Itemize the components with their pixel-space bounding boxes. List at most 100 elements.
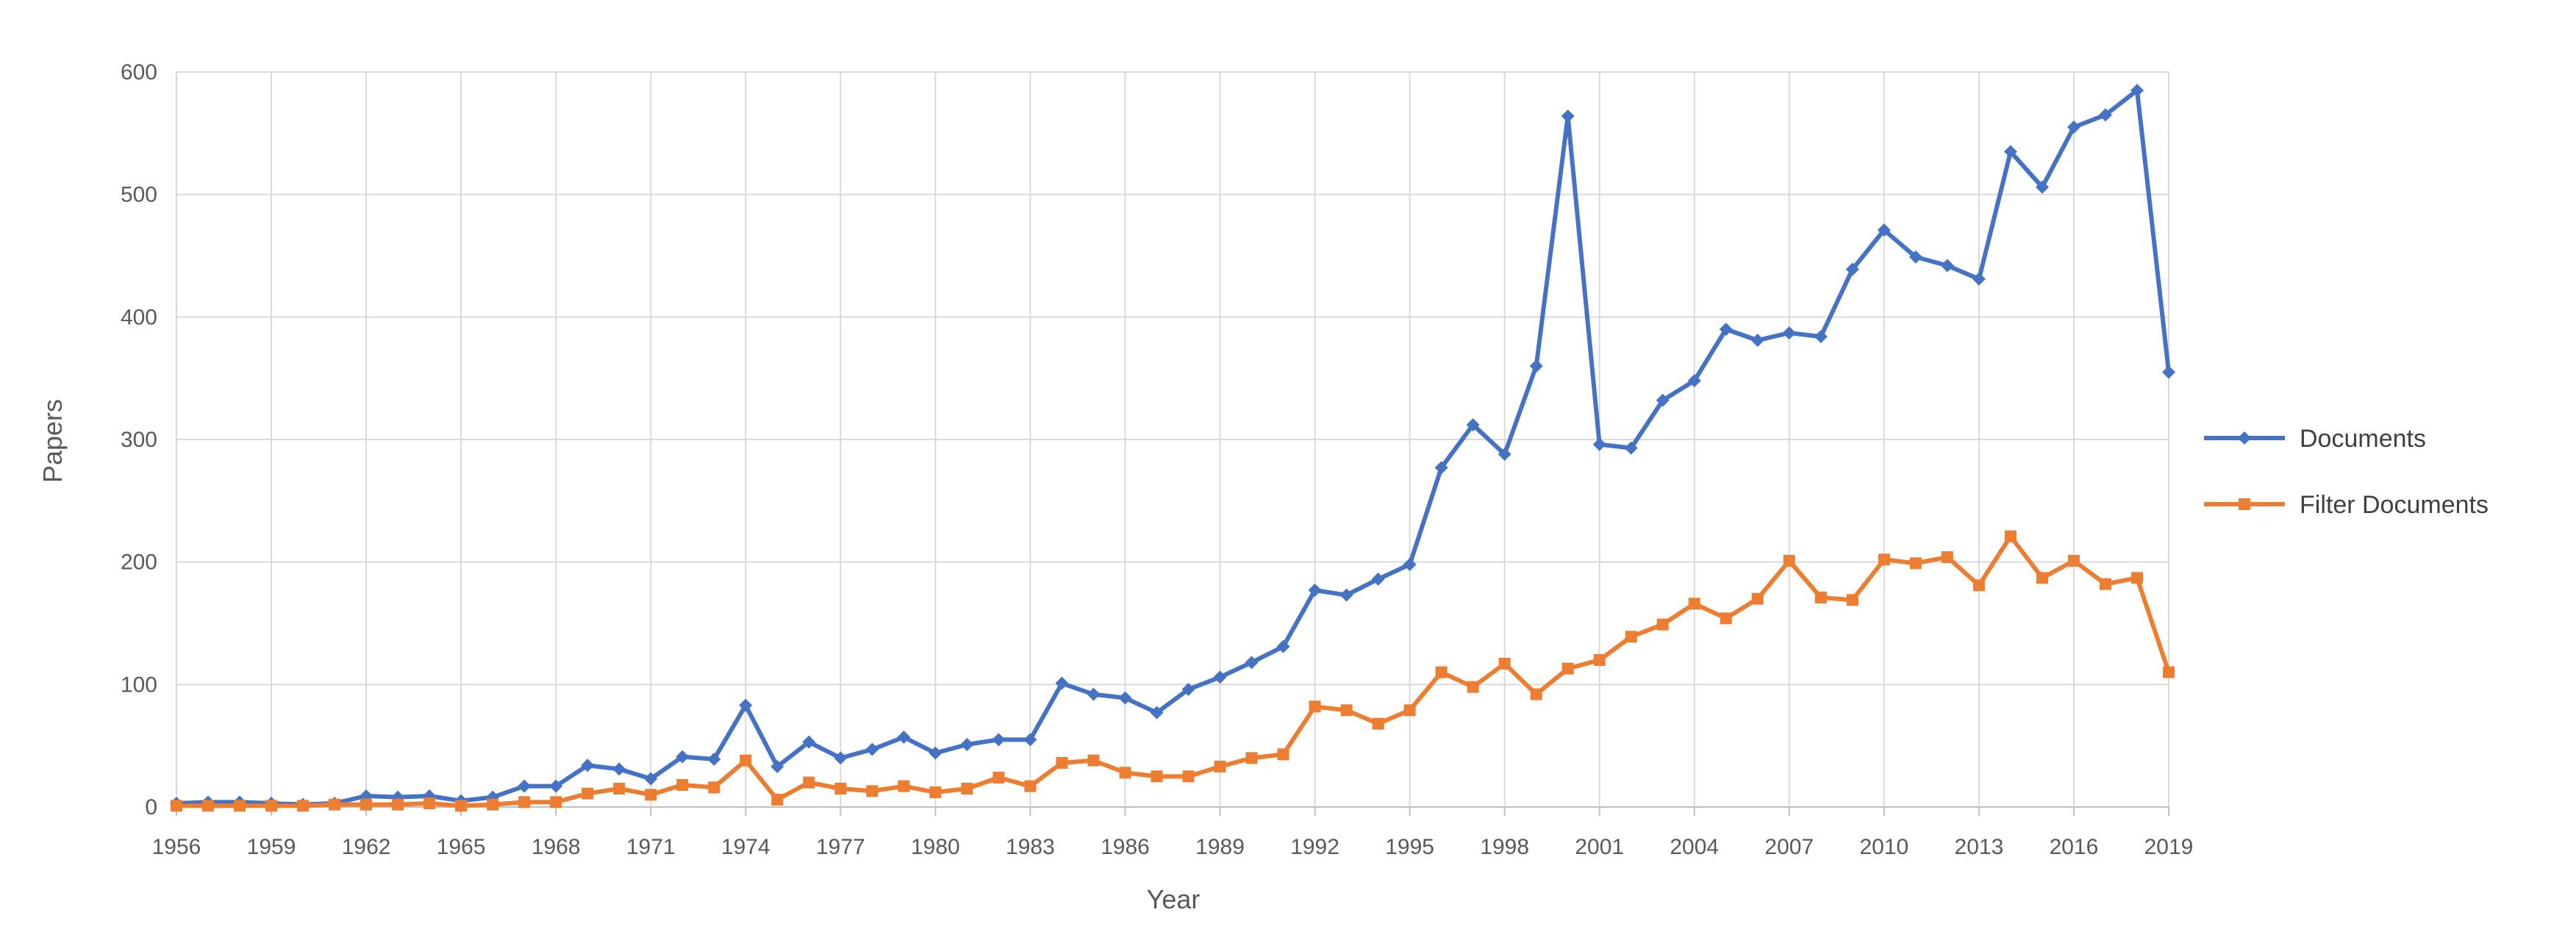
data-point bbox=[803, 776, 815, 789]
data-point bbox=[2130, 572, 2143, 584]
y-tick-label: 100 bbox=[121, 672, 157, 697]
data-point bbox=[1119, 767, 1131, 779]
data-point bbox=[1151, 770, 1163, 783]
data-point bbox=[2162, 365, 2175, 379]
x-tick-label: 2013 bbox=[1955, 835, 2004, 859]
data-point bbox=[2036, 572, 2048, 584]
data-point bbox=[1118, 691, 1132, 705]
data-point bbox=[898, 780, 910, 792]
data-point bbox=[992, 772, 1005, 783]
data-point bbox=[1023, 733, 1037, 747]
y-tick-label: 300 bbox=[121, 428, 157, 452]
data-point bbox=[770, 760, 784, 773]
x-tick-label: 1974 bbox=[721, 835, 770, 859]
y-tick-label: 200 bbox=[121, 550, 157, 575]
data-point bbox=[518, 779, 532, 793]
data-point bbox=[202, 800, 215, 812]
data-point bbox=[549, 779, 563, 793]
data-point bbox=[392, 798, 404, 811]
data-point bbox=[329, 798, 341, 811]
data-point bbox=[739, 698, 753, 712]
series-line bbox=[176, 534, 2171, 808]
data-point bbox=[866, 785, 879, 797]
x-tick-label: 1968 bbox=[532, 835, 581, 859]
data-point bbox=[2098, 108, 2112, 122]
data-point bbox=[992, 733, 1006, 747]
data-point bbox=[1561, 662, 1574, 675]
data-point bbox=[834, 751, 848, 765]
data-point bbox=[1340, 704, 1353, 717]
data-point bbox=[897, 731, 911, 744]
x-tick-label: 2007 bbox=[1764, 835, 1814, 859]
data-point bbox=[1719, 323, 1733, 336]
data-point bbox=[1055, 676, 1069, 690]
y-axis-ticks: 0 100 200 300 400 500 600 bbox=[121, 60, 157, 819]
data-point bbox=[1150, 706, 1164, 720]
y-tick-label: 0 bbox=[145, 795, 157, 819]
data-point bbox=[582, 787, 594, 800]
data-point bbox=[1276, 639, 1290, 653]
data-point bbox=[1783, 555, 1795, 567]
x-tick-label: 2019 bbox=[2144, 835, 2194, 859]
data-point bbox=[676, 750, 690, 764]
data-point bbox=[802, 735, 816, 749]
legend-item: Documents bbox=[2204, 425, 2426, 453]
data-point bbox=[2003, 145, 2017, 159]
x-tick-label: 1986 bbox=[1101, 835, 1150, 859]
data-point bbox=[1372, 717, 1384, 730]
series-group bbox=[170, 84, 2175, 812]
data-point bbox=[771, 794, 784, 806]
y-tick-label: 500 bbox=[121, 183, 157, 207]
data-point bbox=[1625, 631, 1637, 643]
x-tick-label: 1977 bbox=[816, 835, 865, 859]
data-point bbox=[1751, 592, 1764, 605]
data-point bbox=[550, 796, 562, 808]
x-axis-title: Year bbox=[1147, 884, 1201, 914]
data-point bbox=[1656, 393, 1670, 407]
data-point bbox=[1087, 754, 1100, 767]
x-tick-label: 1956 bbox=[152, 835, 201, 859]
legend: Documents Filter Documents bbox=[2204, 425, 2489, 519]
data-point bbox=[1909, 557, 1922, 570]
x-tick-label: 1992 bbox=[1290, 835, 1339, 859]
data-point bbox=[518, 796, 531, 808]
x-tick-label: 2001 bbox=[1575, 835, 1624, 859]
data-point bbox=[1782, 326, 1796, 340]
data-point bbox=[423, 797, 436, 809]
data-point bbox=[1878, 553, 1890, 566]
data-point bbox=[1687, 374, 1701, 387]
data-point bbox=[708, 781, 720, 794]
data-point bbox=[2130, 84, 2144, 97]
legend-item: Filter Documents bbox=[2204, 491, 2489, 519]
x-axis-ticks: 1956 1959 1962 1965 1968 1971 1974 1977 1980 1983… bbox=[152, 835, 2194, 859]
data-point bbox=[1182, 770, 1195, 783]
data-point bbox=[2004, 530, 2017, 542]
data-point bbox=[1845, 262, 1859, 276]
data-point bbox=[1530, 688, 1542, 700]
x-tick-label: 2010 bbox=[1859, 835, 1908, 859]
data-point bbox=[740, 754, 752, 767]
x-tick-label: 1962 bbox=[342, 835, 391, 859]
data-point bbox=[1656, 618, 1669, 631]
data-point bbox=[1498, 448, 1511, 461]
x-tick-label: 2016 bbox=[2050, 835, 2099, 859]
data-point bbox=[1308, 584, 1322, 597]
data-point bbox=[1814, 330, 1828, 343]
data-point bbox=[1720, 612, 1732, 625]
data-point bbox=[1972, 579, 1985, 592]
data-point bbox=[960, 738, 974, 751]
data-point bbox=[1024, 780, 1037, 792]
data-point bbox=[1877, 223, 1891, 237]
x-tick-label: 1959 bbox=[247, 835, 296, 859]
gridlines bbox=[176, 71, 2169, 816]
data-point bbox=[612, 762, 626, 776]
data-point bbox=[1213, 670, 1227, 684]
data-point bbox=[1972, 272, 1986, 286]
y-tick-label: 600 bbox=[121, 60, 157, 85]
legend-swatch-marker bbox=[2239, 498, 2250, 510]
data-point bbox=[1435, 666, 1448, 678]
data-point bbox=[1467, 681, 1479, 693]
data-point bbox=[1750, 334, 1764, 347]
